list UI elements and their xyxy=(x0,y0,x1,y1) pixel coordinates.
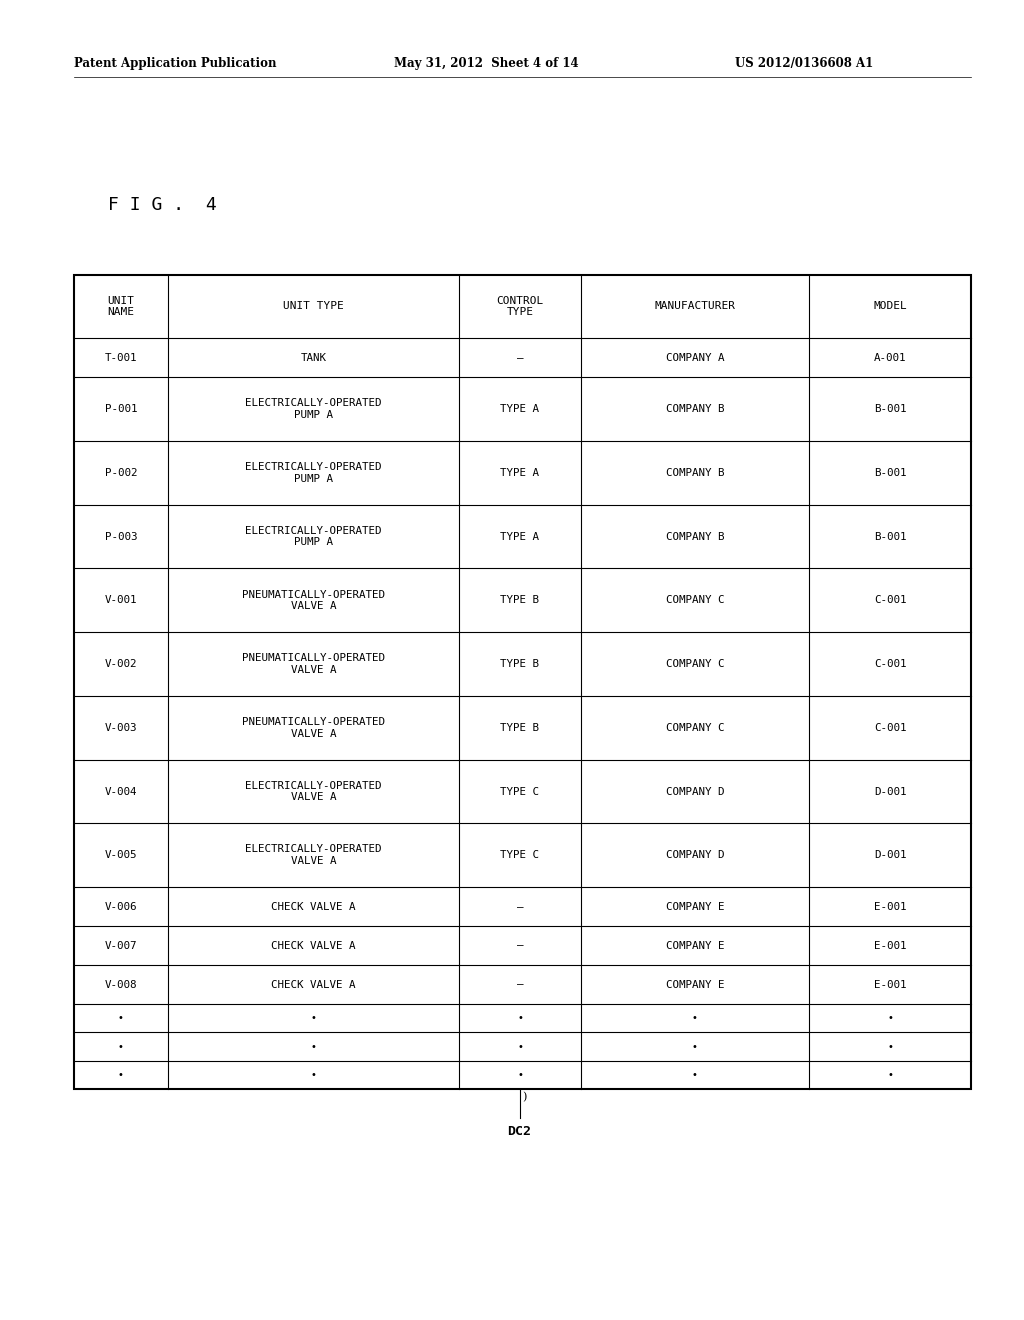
Text: C-001: C-001 xyxy=(873,723,906,733)
Text: ELECTRICALLY-OPERATED
VALVE A: ELECTRICALLY-OPERATED VALVE A xyxy=(246,845,382,866)
Text: COMPANY B: COMPANY B xyxy=(666,467,724,478)
Text: TYPE B: TYPE B xyxy=(501,723,540,733)
Text: —: — xyxy=(517,902,523,912)
Text: TYPE A: TYPE A xyxy=(501,532,540,541)
Text: E-001: E-001 xyxy=(873,979,906,990)
Text: B-001: B-001 xyxy=(873,404,906,414)
Text: COMPANY E: COMPANY E xyxy=(666,902,724,912)
Text: P-001: P-001 xyxy=(104,404,137,414)
Text: ELECTRICALLY-OPERATED
PUMP A: ELECTRICALLY-OPERATED PUMP A xyxy=(246,462,382,483)
Text: •: • xyxy=(692,1014,697,1023)
Text: DC2: DC2 xyxy=(508,1125,531,1138)
Text: V-004: V-004 xyxy=(104,787,137,796)
Text: •: • xyxy=(887,1014,893,1023)
Text: P-002: P-002 xyxy=(104,467,137,478)
Text: COMPANY C: COMPANY C xyxy=(666,595,724,606)
Text: PNEUMATICALLY-OPERATED
VALVE A: PNEUMATICALLY-OPERATED VALVE A xyxy=(243,653,385,675)
Text: V-001: V-001 xyxy=(104,595,137,606)
Text: •: • xyxy=(310,1014,316,1023)
Text: CHECK VALVE A: CHECK VALVE A xyxy=(271,902,356,912)
Text: TYPE C: TYPE C xyxy=(501,787,540,796)
Text: Patent Application Publication: Patent Application Publication xyxy=(74,57,276,70)
Text: B-001: B-001 xyxy=(873,467,906,478)
Text: V-002: V-002 xyxy=(104,659,137,669)
Text: UNIT TYPE: UNIT TYPE xyxy=(284,301,344,312)
Text: COMPANY B: COMPANY B xyxy=(666,532,724,541)
Text: COMPANY E: COMPANY E xyxy=(666,941,724,950)
Text: T-001: T-001 xyxy=(104,352,137,363)
Text: •: • xyxy=(692,1041,697,1052)
Text: C-001: C-001 xyxy=(873,659,906,669)
Text: US 2012/0136608 A1: US 2012/0136608 A1 xyxy=(735,57,873,70)
Text: TYPE B: TYPE B xyxy=(501,659,540,669)
Text: •: • xyxy=(310,1041,316,1052)
Text: V-005: V-005 xyxy=(104,850,137,861)
Text: V-003: V-003 xyxy=(104,723,137,733)
Text: V-006: V-006 xyxy=(104,902,137,912)
Bar xyxy=(74,275,971,1089)
Text: TANK: TANK xyxy=(301,352,327,363)
Text: COMPANY D: COMPANY D xyxy=(666,787,724,796)
Text: TYPE B: TYPE B xyxy=(501,595,540,606)
Text: •: • xyxy=(118,1041,124,1052)
Text: •: • xyxy=(887,1069,893,1080)
Text: COMPANY C: COMPANY C xyxy=(666,659,724,669)
Text: F I G .  4: F I G . 4 xyxy=(108,195,216,214)
Text: E-001: E-001 xyxy=(873,902,906,912)
Text: ELECTRICALLY-OPERATED
VALVE A: ELECTRICALLY-OPERATED VALVE A xyxy=(246,780,382,803)
Text: CHECK VALVE A: CHECK VALVE A xyxy=(271,979,356,990)
Text: V-008: V-008 xyxy=(104,979,137,990)
Text: UNIT
NAME: UNIT NAME xyxy=(108,296,134,317)
Text: CHECK VALVE A: CHECK VALVE A xyxy=(271,941,356,950)
Text: —: — xyxy=(517,979,523,990)
Text: •: • xyxy=(118,1069,124,1080)
Text: •: • xyxy=(310,1069,316,1080)
Text: •: • xyxy=(887,1041,893,1052)
Text: MODEL: MODEL xyxy=(873,301,907,312)
Text: CONTROL
TYPE: CONTROL TYPE xyxy=(497,296,544,317)
Text: PNEUMATICALLY-OPERATED
VALVE A: PNEUMATICALLY-OPERATED VALVE A xyxy=(243,590,385,611)
Text: •: • xyxy=(517,1014,523,1023)
Text: ): ) xyxy=(522,1092,527,1102)
Text: B-001: B-001 xyxy=(873,532,906,541)
Text: —: — xyxy=(517,352,523,363)
Text: COMPANY A: COMPANY A xyxy=(666,352,724,363)
Text: •: • xyxy=(517,1041,523,1052)
Text: PNEUMATICALLY-OPERATED
VALVE A: PNEUMATICALLY-OPERATED VALVE A xyxy=(243,717,385,739)
Text: COMPANY B: COMPANY B xyxy=(666,404,724,414)
Text: COMPANY D: COMPANY D xyxy=(666,850,724,861)
Text: P-003: P-003 xyxy=(104,532,137,541)
Text: V-007: V-007 xyxy=(104,941,137,950)
Text: MANUFACTURER: MANUFACTURER xyxy=(654,301,735,312)
Text: •: • xyxy=(692,1069,697,1080)
Text: D-001: D-001 xyxy=(873,850,906,861)
Text: •: • xyxy=(118,1014,124,1023)
Text: E-001: E-001 xyxy=(873,941,906,950)
Text: A-001: A-001 xyxy=(873,352,906,363)
Text: ELECTRICALLY-OPERATED
PUMP A: ELECTRICALLY-OPERATED PUMP A xyxy=(246,399,382,420)
Text: TYPE A: TYPE A xyxy=(501,404,540,414)
Text: ELECTRICALLY-OPERATED
PUMP A: ELECTRICALLY-OPERATED PUMP A xyxy=(246,525,382,548)
Text: •: • xyxy=(517,1069,523,1080)
Text: TYPE C: TYPE C xyxy=(501,850,540,861)
Text: TYPE A: TYPE A xyxy=(501,467,540,478)
Text: May 31, 2012  Sheet 4 of 14: May 31, 2012 Sheet 4 of 14 xyxy=(394,57,579,70)
Text: COMPANY C: COMPANY C xyxy=(666,723,724,733)
Text: C-001: C-001 xyxy=(873,595,906,606)
Text: COMPANY E: COMPANY E xyxy=(666,979,724,990)
Text: D-001: D-001 xyxy=(873,787,906,796)
Text: —: — xyxy=(517,941,523,950)
